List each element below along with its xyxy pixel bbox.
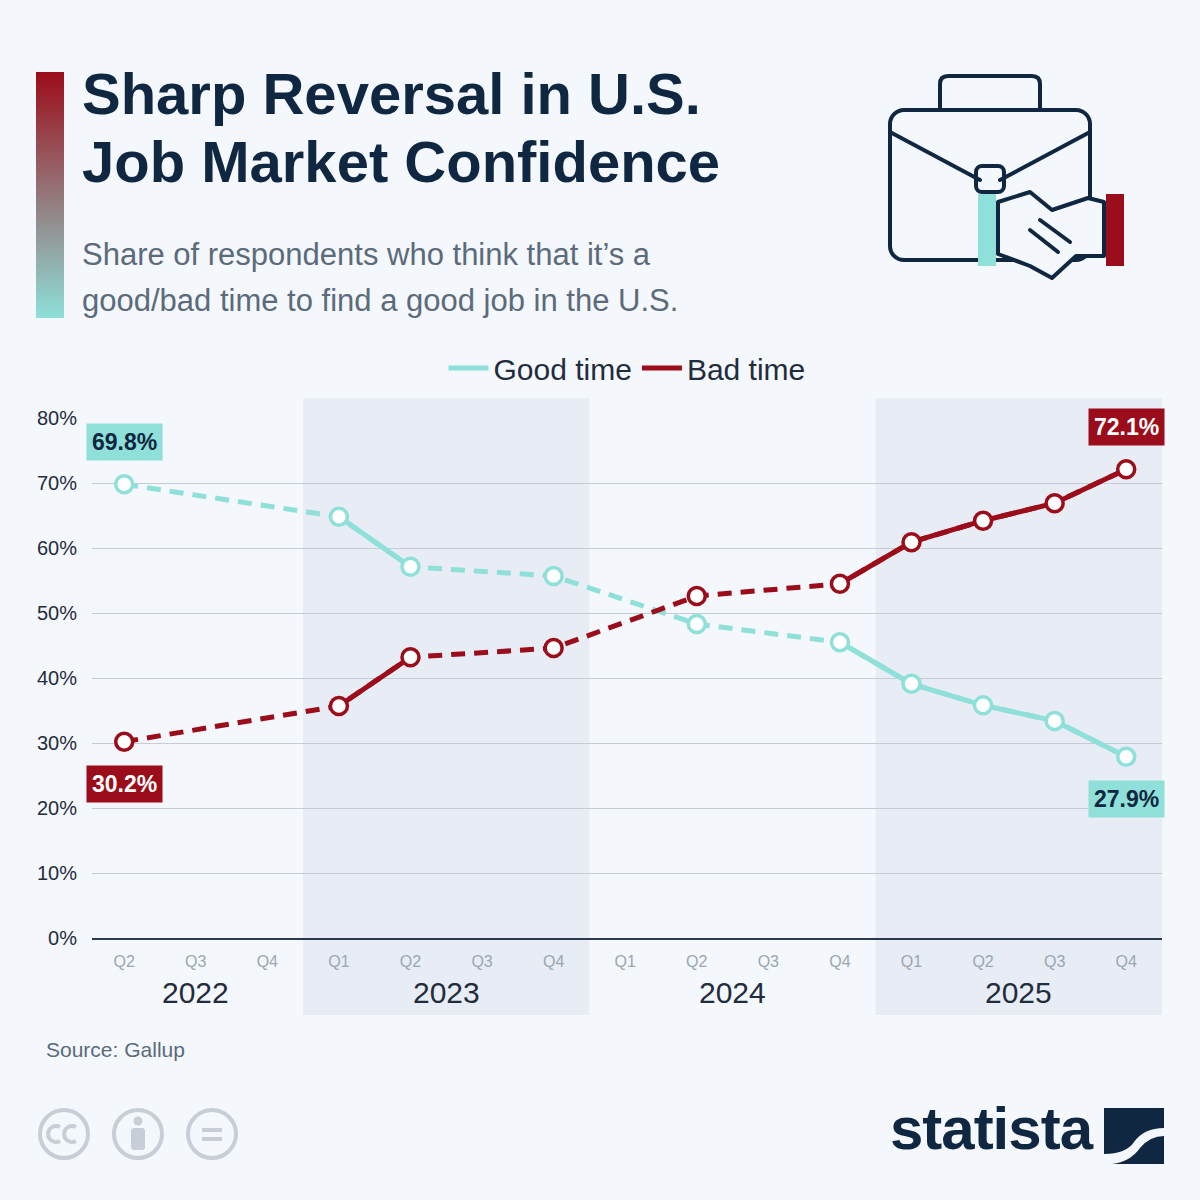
svg-text:Q2: Q2	[686, 953, 707, 970]
svg-text:Q3: Q3	[471, 953, 492, 970]
svg-text:27.9%: 27.9%	[1094, 786, 1159, 812]
svg-text:2024: 2024	[699, 976, 766, 1009]
svg-text:Q1: Q1	[901, 953, 922, 970]
svg-text:Q4: Q4	[1116, 953, 1137, 970]
svg-text:Q3: Q3	[185, 953, 206, 970]
svg-text:2025: 2025	[985, 976, 1052, 1009]
svg-text:72.1%: 72.1%	[1094, 414, 1159, 440]
svg-text:Q4: Q4	[829, 953, 850, 970]
svg-text:69.8%: 69.8%	[92, 429, 157, 455]
svg-text:Q2: Q2	[972, 953, 993, 970]
svg-text:Q3: Q3	[758, 953, 779, 970]
svg-text:Q4: Q4	[543, 953, 564, 970]
svg-text:80%: 80%	[37, 407, 77, 429]
html-text:Source: Gallup: Source: Gallup	[46, 1038, 185, 1061]
svg-text:Q3: Q3	[1044, 953, 1065, 970]
svg-text:Q1: Q1	[328, 953, 349, 970]
svg-text:30%: 30%	[37, 732, 77, 754]
svg-text:20%: 20%	[37, 797, 77, 819]
svg-text:50%: 50%	[37, 602, 77, 624]
svg-text:Q2: Q2	[400, 953, 421, 970]
svg-text:10%: 10%	[37, 862, 77, 884]
svg-text:70%: 70%	[37, 472, 77, 494]
svg-text:Q2: Q2	[114, 953, 135, 970]
html-text:statista: statista	[889, 1095, 1092, 1162]
svg-text:2022: 2022	[162, 976, 229, 1009]
svg-text:0%: 0%	[48, 927, 77, 949]
svg-text:40%: 40%	[37, 667, 77, 689]
svg-text:Good time: Good time	[494, 353, 632, 386]
html-text:Sharp Reversal in U.S. Job Mar: Sharp Reversal in U.S. Job Market Confid…	[82, 61, 721, 194]
svg-text:2023: 2023	[413, 976, 480, 1009]
svg-text:Q4: Q4	[257, 953, 278, 970]
svg-text:Q1: Q1	[615, 953, 636, 970]
svg-text:60%: 60%	[37, 537, 77, 559]
svg-text:Bad time: Bad time	[687, 353, 805, 386]
svg-text:30.2%: 30.2%	[92, 771, 157, 797]
html-text:Share of respondents who think: Share of respondents who think that it’s…	[82, 237, 679, 318]
